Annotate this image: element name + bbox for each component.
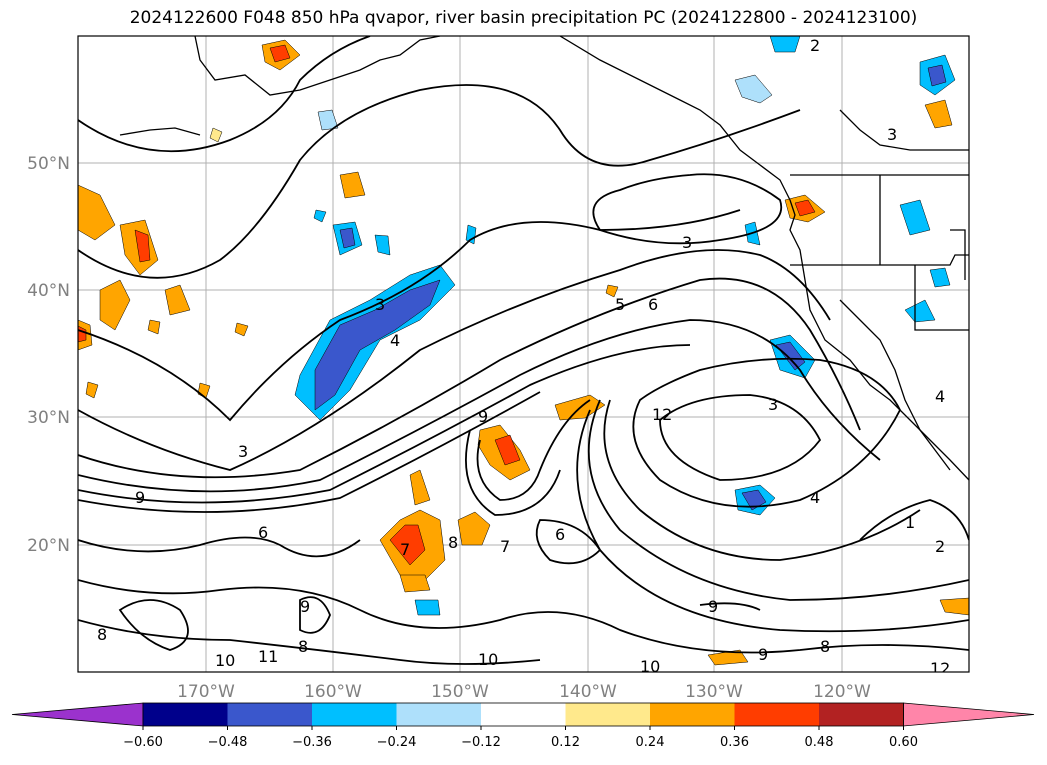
contour-label: 3	[375, 295, 385, 314]
colorbar-tick-label: −0.48	[208, 735, 248, 750]
colorbar-segment	[312, 703, 397, 726]
contour-label: 5	[615, 295, 625, 314]
colorbar-extend-min	[11, 702, 144, 727]
contour-label: 3	[887, 125, 897, 144]
colorbar-segment	[227, 703, 313, 726]
colorbar-frame	[142, 702, 904, 727]
contour-label: 2	[810, 36, 820, 55]
contour-label: 4	[810, 488, 820, 507]
colorbar-segment	[819, 703, 904, 726]
map-frame	[77, 35, 970, 673]
contour-label: 4	[390, 331, 400, 350]
contour-label: 9	[708, 597, 718, 616]
contour-label: 3	[768, 395, 778, 414]
colorbar-tick-label: 0.12	[551, 735, 580, 750]
colorbar-segment	[565, 703, 651, 726]
latitude-axis: 50°N 40°N 30°N 20°N	[27, 154, 70, 556]
colorbar-segment	[734, 703, 820, 726]
colorbar-tick-label: 0.60	[889, 735, 918, 750]
contour-label: 2	[935, 537, 945, 556]
map-panel	[78, 36, 969, 672]
contour-label: 9	[758, 645, 768, 664]
contour-label: 1	[905, 513, 915, 532]
coastlines	[119, 36, 969, 481]
contour-label: 8	[448, 533, 458, 552]
colorbar-tick-label: 0.48	[805, 735, 834, 750]
colorbar-tick-label: −0.36	[292, 735, 332, 750]
contour-label: 10	[478, 650, 498, 669]
colorbar-extend-max	[903, 702, 1035, 727]
latitude-label: 50°N	[27, 154, 70, 174]
longitude-label: 170°W	[177, 682, 235, 702]
latitude-label: 30°N	[27, 408, 70, 428]
contour-label: 3	[238, 442, 248, 461]
longitude-label: 140°W	[559, 682, 617, 702]
longitude-label: 150°W	[431, 682, 489, 702]
contour-label: 9	[300, 597, 310, 616]
colorbar-segment	[650, 703, 735, 726]
contour-label-group: 2 3 3 3 3 4 4 5 6 3 9 9 10 10 11 12 8 8 …	[97, 36, 950, 678]
contour-label: 10	[640, 657, 660, 676]
longitude-label: 120°W	[813, 682, 871, 702]
qvapor-contours	[78, 36, 969, 665]
colorbar-tick-label: −0.60	[123, 735, 163, 750]
colorbar: −0.60 −0.48 −0.36 −0.24 −0.12 0.12 0.24 0.36 0.4…	[11, 702, 1035, 750]
contour-label: 6	[648, 295, 658, 314]
contour-label: 8	[97, 625, 107, 644]
contour-label: 7	[400, 540, 410, 559]
contour-label: 10	[215, 651, 235, 670]
precip-shading	[78, 36, 969, 666]
latitude-label: 20°N	[27, 536, 70, 556]
longitude-axis: 170°W 160°W 150°W 140°W 130°W 120°W	[177, 682, 871, 702]
contour-label: 12	[652, 405, 672, 424]
colorbar-tick-label: −0.12	[461, 735, 501, 750]
colorbar-segment	[143, 703, 228, 726]
longitude-label: 130°W	[685, 682, 743, 702]
contour-label: 12	[930, 659, 950, 678]
contour-label: 9	[135, 488, 145, 507]
latitude-label: 40°N	[27, 281, 70, 301]
contour-label: 4	[935, 387, 945, 406]
contour-label: 3	[682, 233, 692, 252]
contour-label: 6	[258, 523, 268, 542]
longitude-label: 160°W	[304, 682, 362, 702]
colorbar-tick-label: 0.36	[720, 735, 749, 750]
contour-label: 11	[258, 647, 278, 666]
colorbar-tick-label: −0.24	[377, 735, 417, 750]
map-title: 2024122600 F048 850 hPa qvapor, river ba…	[129, 8, 918, 28]
contour-label: 9	[478, 407, 488, 426]
colorbar-segment	[481, 703, 566, 726]
contour-label: 7	[500, 537, 510, 556]
contour-label: 8	[298, 637, 308, 656]
colorbar-tick-label: 0.24	[636, 735, 665, 750]
contour-label: 8	[820, 637, 830, 656]
contour-label: 6	[555, 525, 565, 544]
colorbar-segment	[396, 703, 482, 726]
